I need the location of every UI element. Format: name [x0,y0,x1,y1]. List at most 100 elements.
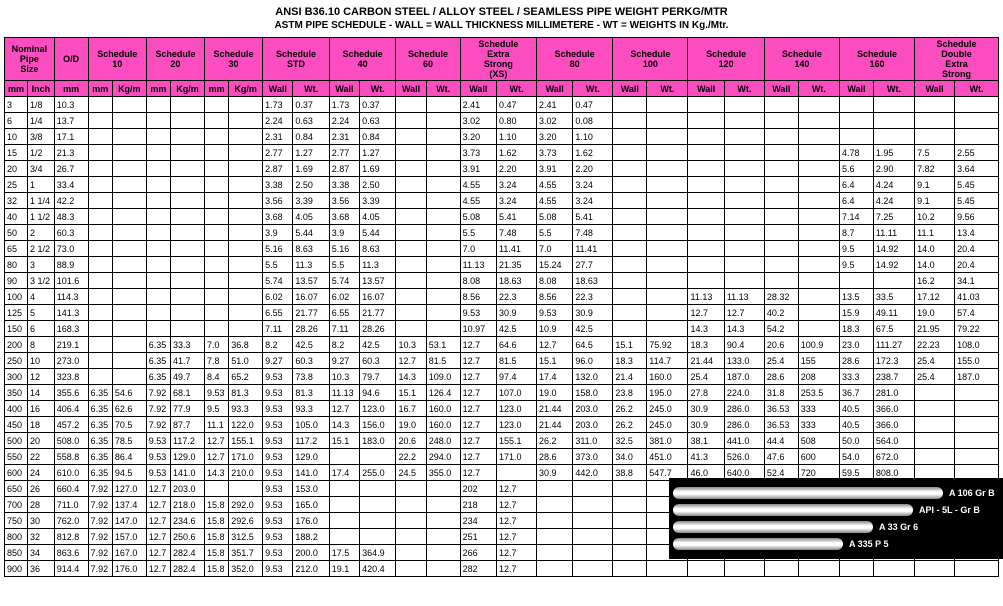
table-cell: 141.0 [171,465,205,481]
table-cell [426,545,460,561]
table-row: 80388.95.511.35.511.311.1321.3515.2427.7… [5,257,999,273]
table-cell: 12.7 [460,433,496,449]
table-cell: 6.4 [839,193,873,209]
col-sub-header: Inch [28,81,55,97]
table-cell [396,513,426,529]
table-cell [171,129,205,145]
table-row: 31/810.31.730.371.730.372.410.472.410.47 [5,97,999,113]
table-cell [724,225,764,241]
table-cell [112,97,146,113]
table-cell: 6 [28,321,55,337]
table-row: 652 1/273.05.168.635.168.637.011.417.011… [5,241,999,257]
table-cell [955,113,999,129]
table-cell [688,193,724,209]
table-cell: 41.7 [171,353,205,369]
table-cell: 200 [5,337,28,353]
table-cell [171,273,205,289]
table-cell: 22.23 [915,337,955,353]
col-group-header: Schedule140 [764,38,839,81]
table-cell: 12.7 [460,449,496,465]
table-cell: 508 [798,433,839,449]
table-cell: 373.0 [573,449,613,465]
table-cell: 78.5 [112,433,146,449]
table-cell: 12.7 [460,465,496,481]
table-cell [112,161,146,177]
table-cell [613,273,647,289]
table-cell: 366.0 [873,401,914,417]
table-cell [613,481,647,497]
table-cell: 350 [5,385,28,401]
table-cell: 153.0 [293,481,329,497]
table-cell: 3.64 [955,161,999,177]
table-cell: 36.53 [764,401,798,417]
table-cell [88,257,112,273]
table-cell: 4.55 [460,177,496,193]
table-cell: 147.0 [112,513,146,529]
table-cell [112,321,146,337]
table-cell: 176.0 [293,513,329,529]
table-cell [613,209,647,225]
table-cell: 97.4 [497,369,537,385]
table-cell: 3.20 [537,129,573,145]
table-cell [647,113,688,129]
table-cell: 30.9 [497,305,537,321]
table-cell [537,561,573,577]
table-cell: 7.92 [146,401,170,417]
table-cell: 7.92 [88,529,112,545]
table-cell: 292.0 [229,497,263,513]
table-cell: 50.0 [839,433,873,449]
table-cell: 20.6 [764,337,798,353]
table-cell: 9.53 [263,385,293,401]
table-cell: 36.53 [764,417,798,433]
table-cell: 3.24 [573,193,613,209]
table-cell: 1.27 [293,145,329,161]
pipe-grade-label: A 335 P 5 [849,539,889,549]
table-cell: 8.2 [263,337,293,353]
table-cell: 250.6 [171,529,205,545]
table-cell: 9.53 [263,481,293,497]
table-cell: 15.9 [839,305,873,321]
table-cell: 5.45 [955,193,999,209]
table-cell: 32 [5,193,28,209]
table-cell: 294.0 [426,449,460,465]
table-cell [112,129,146,145]
table-cell [171,97,205,113]
table-cell: 5.16 [263,241,293,257]
table-cell: 155.0 [955,353,999,369]
table-group-header-row: NominalPipeSizeO/DSchedule10Schedule20Sc… [5,38,999,81]
table-cell: 9.53 [537,305,573,321]
table-cell [915,113,955,129]
table-cell: 94.5 [112,465,146,481]
table-cell [613,545,647,561]
col-sub-header: Wall [537,81,573,97]
table-cell [613,289,647,305]
table-cell [88,129,112,145]
table-cell [573,529,613,545]
table-cell: 18.63 [573,273,613,289]
col-sub-header: mm [5,81,28,97]
table-cell: 33.5 [873,289,914,305]
table-cell: 6.35 [146,353,170,369]
table-cell: 87.7 [171,417,205,433]
table-cell: 14.3 [724,321,764,337]
table-cell [88,305,112,321]
table-cell: 0.37 [293,97,329,113]
table-cell: 8 [28,337,55,353]
table-cell [396,161,426,177]
table-cell [204,193,228,209]
table-cell [798,241,839,257]
table-cell: 27.8 [688,385,724,401]
table-cell: 11.13 [688,289,724,305]
table-cell: 9.56 [955,209,999,225]
table-cell: 9.53 [263,369,293,385]
col-sub-header: Wall [688,81,724,97]
table-cell: 282.4 [171,561,205,577]
table-cell [112,193,146,209]
table-cell: 5.08 [537,209,573,225]
table-cell [955,385,999,401]
table-cell [798,177,839,193]
col-sub-header: Wt. [955,81,999,97]
table-cell: 54.6 [112,385,146,401]
table-row: 90036914.47.92176.012.7282.415.8352.09.5… [5,561,999,577]
table-cell: 7.48 [573,225,613,241]
